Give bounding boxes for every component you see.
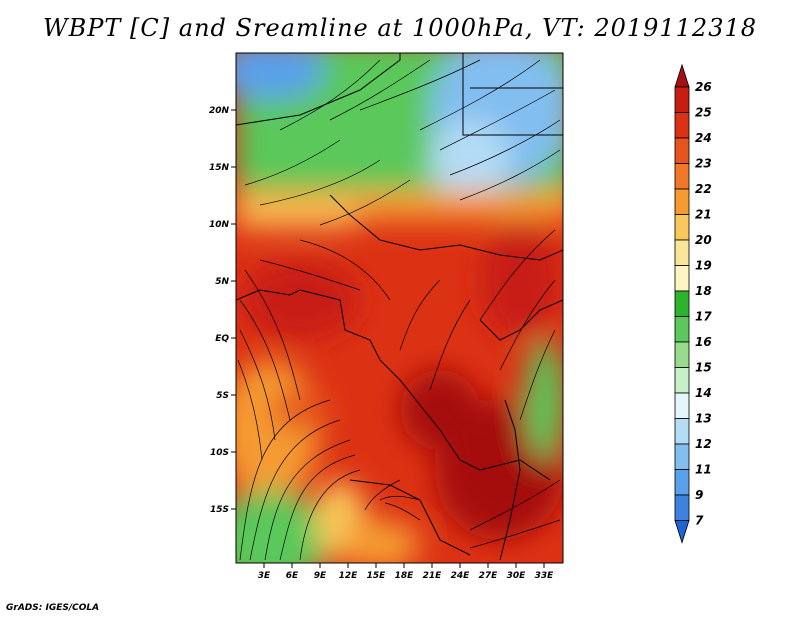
- colorbar-label: 9: [695, 488, 703, 502]
- colorbar-label: 22: [695, 182, 712, 196]
- lon-tick-label: 33E: [535, 571, 555, 581]
- lon-tick-label: 24E: [451, 571, 471, 581]
- lon-tick-label: 9E: [314, 571, 327, 581]
- lat-tick-label: 15N: [209, 163, 230, 173]
- longitude-axis: 3E 6E 9E 12E 15E 18E 21E 24E 27E 30E 33E: [258, 563, 554, 581]
- colorbar-label: 14: [695, 386, 712, 400]
- colorbar-label: 17: [695, 310, 712, 324]
- lat-tick-label: 5S: [216, 391, 229, 401]
- lon-tick-label: 15E: [367, 571, 387, 581]
- colorbar-bottom-arrow: [674, 520, 690, 544]
- lon-tick-label: 27E: [479, 571, 499, 581]
- lon-tick-label: 18E: [395, 571, 415, 581]
- lon-tick-label: 12E: [339, 571, 359, 581]
- lat-tick-label: 10N: [209, 220, 230, 230]
- lon-tick-label: 21E: [423, 571, 443, 581]
- lat-tick-label: 5N: [215, 277, 229, 287]
- colorbar-label: 20: [695, 233, 712, 247]
- colorbar-swatch: [674, 367, 690, 394]
- map-title: WBPT [C] and Sreamline at 1000hPa, VT: 2…: [42, 14, 758, 42]
- colorbar-swatch: [674, 290, 690, 317]
- colorbar-label: 25: [695, 106, 712, 120]
- colorbar-label: 26: [695, 80, 712, 94]
- wbpt-shading: [236, 53, 563, 563]
- lat-tick-label: 10S: [210, 448, 229, 458]
- colorbar-label: 18: [695, 284, 712, 298]
- colorbar-swatch: [674, 214, 690, 241]
- colorbar-swatch: [674, 188, 690, 215]
- colorbar-label: 12: [695, 437, 712, 451]
- colorbar-label: 7: [695, 514, 704, 528]
- lon-tick-label: 6E: [286, 571, 299, 581]
- colorbar-swatch: [674, 494, 690, 521]
- colorbar-label: 23: [695, 157, 712, 171]
- colorbar: 26 25 24 23 22 21 20 19 18 17 16 15 14 13 12 11 9 7: [674, 63, 712, 544]
- colorbar-label: 13: [695, 412, 712, 426]
- colorbar-swatch: [674, 86, 690, 113]
- colorbar-swatch: [674, 163, 690, 190]
- lat-tick-label: EQ: [215, 334, 229, 344]
- colorbar-swatch: [674, 137, 690, 164]
- grads-credit: GrADS: IGES/COLA: [6, 603, 100, 613]
- streamlines: [237, 59, 561, 561]
- map-frame: [235, 52, 564, 564]
- colorbar-swatch: [674, 418, 690, 445]
- colorbar-label: 19: [695, 259, 712, 273]
- colorbar-swatch: [674, 316, 690, 343]
- colorbar-top-arrow: [674, 63, 690, 88]
- colorbar-label: 21: [695, 208, 712, 222]
- colorbar-swatch: [674, 469, 690, 496]
- colorbar-swatch: [674, 341, 690, 368]
- colorbar-label: 11: [695, 463, 712, 477]
- colorbar-swatch: [674, 265, 690, 292]
- colorbar-label: 16: [695, 335, 712, 349]
- latitude-axis: 20N 15N 10N 5N EQ 5S 10S 15S: [209, 106, 236, 515]
- country-borders: [236, 53, 563, 561]
- lon-tick-label: 30E: [507, 571, 527, 581]
- lon-tick-label: 3E: [258, 571, 271, 581]
- colorbar-label: 15: [695, 361, 712, 375]
- colorbar-swatch: [674, 443, 690, 470]
- colorbar-swatch: [674, 239, 690, 266]
- lat-tick-label: 15S: [210, 505, 229, 515]
- lat-tick-label: 20N: [209, 106, 230, 116]
- colorbar-swatch: [674, 112, 690, 139]
- colorbar-label: 24: [695, 131, 712, 145]
- colorbar-swatch: [674, 392, 690, 419]
